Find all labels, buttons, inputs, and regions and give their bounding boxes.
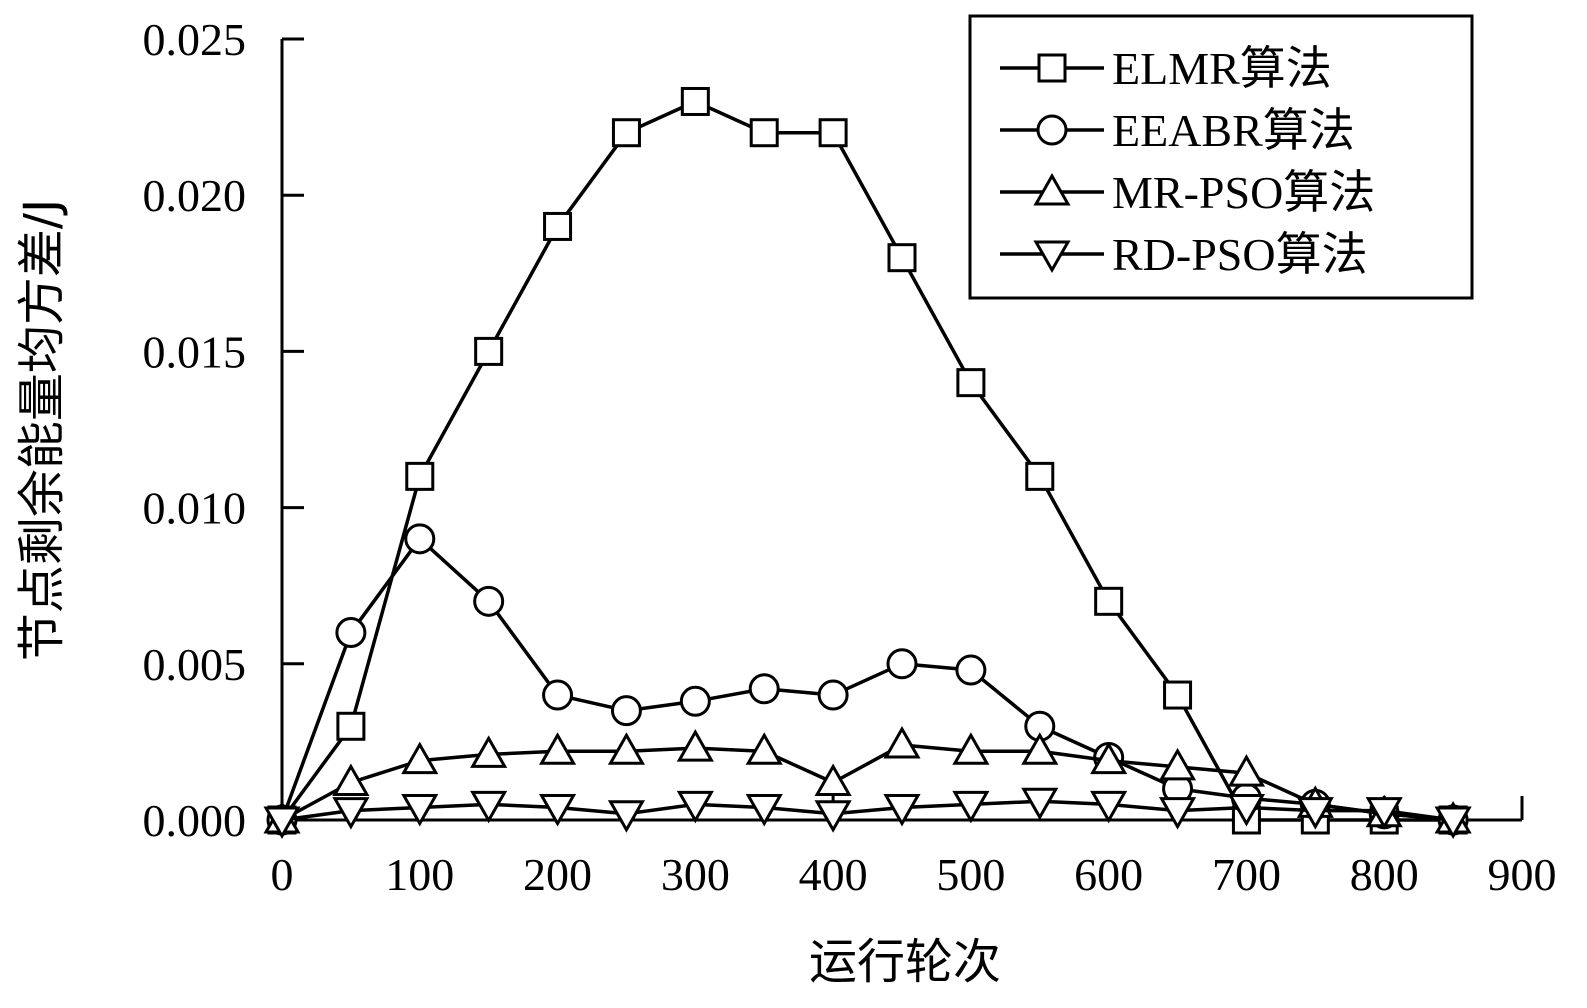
legend-label: RD-PSO算法 — [1112, 229, 1368, 280]
series-line — [281, 799, 1454, 822]
data-point — [1021, 732, 1059, 765]
data-point — [676, 729, 714, 762]
x-tick-label: 200 — [523, 849, 592, 900]
data-point — [817, 679, 849, 711]
data-point — [263, 806, 301, 840]
y-axis-label: 节点剩余能量均方差/J — [14, 199, 70, 661]
data-point — [611, 118, 641, 148]
data-point — [1090, 790, 1128, 824]
series-group — [263, 86, 1472, 840]
series-line — [280, 537, 1454, 822]
legend-label: MR-PSO算法 — [1112, 167, 1375, 218]
data-point — [883, 726, 921, 759]
series-triangle-down — [263, 787, 1472, 840]
y-tick-label: 0.000 — [143, 795, 247, 846]
data-point — [610, 695, 642, 727]
y-tick-label: 0.025 — [143, 14, 247, 65]
data-point — [543, 211, 573, 241]
data-point — [1434, 806, 1472, 840]
x-tick-label: 0 — [271, 849, 294, 900]
x-tick-label: 100 — [385, 849, 454, 900]
data-point — [749, 118, 779, 148]
data-point — [335, 617, 367, 649]
data-point — [404, 523, 436, 555]
data-point — [542, 679, 574, 711]
data-point — [538, 732, 577, 765]
data-point — [1365, 797, 1403, 830]
x-tick-label: 500 — [936, 849, 1005, 900]
data-point — [883, 794, 921, 827]
data-point — [470, 790, 508, 824]
data-point — [401, 741, 439, 775]
x-axis-label: 运行轮次 — [809, 934, 1001, 990]
legend-marker — [1036, 114, 1068, 146]
x-tick-label: 900 — [1488, 849, 1557, 900]
data-point — [676, 790, 714, 824]
data-point — [607, 732, 646, 765]
data-point — [1094, 586, 1124, 616]
legend-item: MR-PSO算法 — [1000, 167, 1375, 218]
data-point — [336, 711, 366, 741]
ticks: 0.000 0.005 0.010 0.015 0.020 0.025 0 100 200 300… — [143, 14, 1557, 900]
legend-label: EEABR算法 — [1112, 105, 1355, 156]
series-triangle-up — [263, 726, 1472, 834]
legend-marker — [1037, 53, 1067, 83]
data-point — [1025, 461, 1055, 491]
data-point — [538, 794, 577, 827]
data-point — [401, 794, 439, 827]
data-point — [952, 790, 990, 824]
data-point — [818, 118, 848, 148]
y-tick-label: 0.010 — [143, 483, 247, 534]
data-point — [745, 732, 783, 765]
data-point — [1158, 747, 1197, 781]
data-point — [1158, 797, 1197, 830]
data-point — [745, 794, 783, 827]
x-tick-label: 700 — [1212, 849, 1281, 900]
series-circle — [266, 523, 1469, 836]
data-point — [679, 685, 711, 717]
data-point — [332, 797, 370, 830]
legend-marker — [1033, 240, 1071, 274]
legend-item: ELMR算法 — [1000, 43, 1332, 94]
data-point — [1021, 787, 1059, 821]
x-tick-label: 300 — [661, 849, 730, 900]
data-point — [405, 461, 435, 491]
data-point — [955, 654, 987, 686]
data-point — [814, 763, 852, 797]
data-point — [952, 732, 990, 765]
data-point — [887, 243, 917, 273]
data-point — [886, 648, 918, 680]
data-point — [1296, 797, 1334, 830]
data-point — [1227, 754, 1266, 787]
data-point — [470, 735, 508, 768]
legend-item: RD-PSO算法 — [1000, 229, 1368, 280]
x-tick-label: 800 — [1350, 849, 1419, 900]
y-tick-label: 0.015 — [143, 326, 247, 377]
data-point — [956, 368, 986, 398]
y-tick-label: 0.020 — [143, 170, 247, 221]
data-point — [474, 336, 504, 366]
legend-item: EEABR算法 — [1000, 105, 1355, 156]
data-point — [680, 86, 710, 116]
data-point — [1227, 794, 1266, 827]
legend-marker — [1033, 172, 1071, 206]
legend: ELMR算法 EEABR算法 MR-PSO算法 RD-PSO算法 — [968, 14, 1474, 300]
x-tick-label: 400 — [799, 849, 868, 900]
data-point — [473, 585, 505, 617]
x-tick-label: 600 — [1074, 849, 1143, 900]
y-tick-label: 0.005 — [143, 639, 247, 690]
data-point — [332, 763, 370, 797]
data-point — [814, 800, 852, 833]
data-point — [1090, 741, 1128, 775]
legend-label: ELMR算法 — [1112, 43, 1332, 94]
data-point — [748, 673, 780, 705]
data-point — [607, 800, 646, 833]
data-point — [1163, 680, 1193, 710]
